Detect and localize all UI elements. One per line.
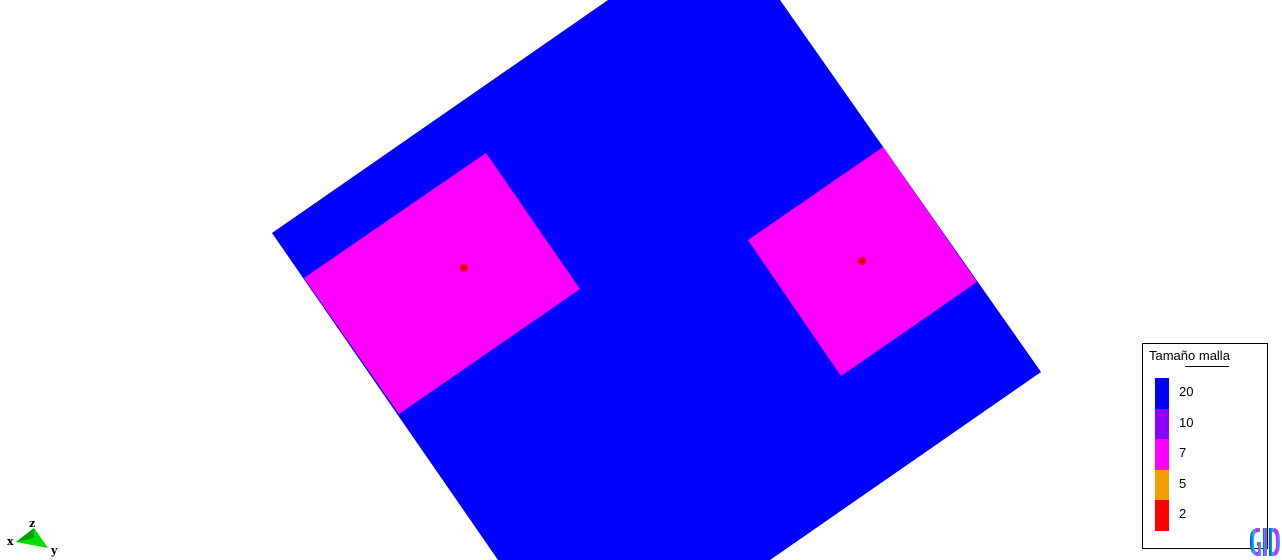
legend-label-5: 5 [1179,476,1187,491]
mesh-size-legend: Tamaño malla 20 10 7 5 2 [1142,343,1268,549]
legend-color-bar [1155,378,1169,531]
axis-label-y: y [50,544,58,557]
legend-title-underline [1185,366,1229,367]
legend-swatch-10 [1155,408,1169,439]
legend-label-20: 20 [1179,384,1194,399]
legend-label-7: 7 [1179,445,1187,460]
axis-label-z: z [29,517,35,530]
point-marker-left[interactable] [460,264,468,272]
legend-label-2: 2 [1179,506,1187,521]
legend-swatch-7 [1155,439,1169,470]
gid-logo-icon [1250,528,1280,556]
legend-swatch-2 [1155,500,1169,531]
legend-swatch-5 [1155,469,1169,500]
legend-label-10: 10 [1179,415,1194,430]
legend-title: Tamaño malla [1149,348,1230,363]
outer-domain [272,0,1041,560]
axis-triad-icon: z x y [7,517,58,557]
axis-label-x: x [7,535,14,548]
legend-swatch-20 [1155,378,1169,409]
point-marker-right[interactable] [858,257,866,265]
refined-region-left [304,153,580,414]
